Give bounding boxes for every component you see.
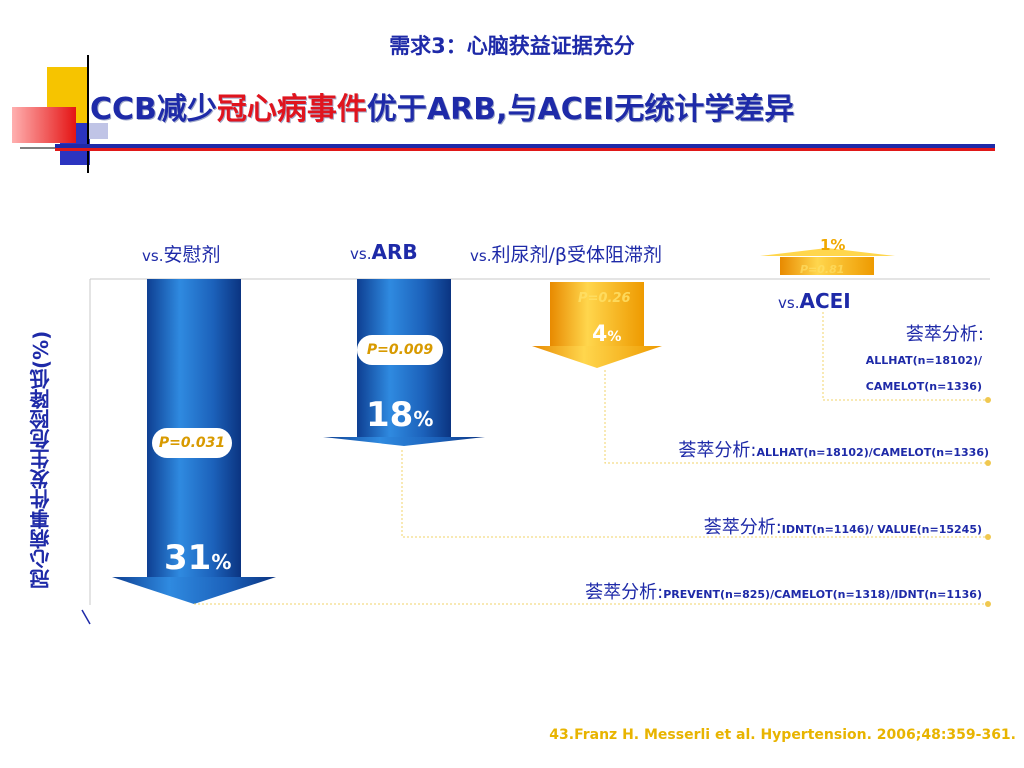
p-value-arb: P=0.009 — [357, 335, 443, 365]
value-label-arb: 18% — [366, 395, 434, 435]
axis-tick-mark — [81, 609, 91, 625]
bar-diuretic — [532, 282, 662, 368]
bar-acei — [760, 248, 895, 275]
meta-studies-acei-2: CAMELOT(n=1336) — [865, 380, 982, 393]
slide-subtitle: 需求3：心脑获益证据充分 — [389, 34, 635, 58]
meta-label-placebo: 荟萃分析:PREVENT(n=825)/CAMELOT(n=1318)/IDNT… — [585, 582, 982, 603]
value-label-placebo: 31% — [164, 538, 232, 578]
category-label-diuretic: vs.利尿剂/β受体阻滞剂 — [470, 244, 662, 266]
leader-dot-placebo — [985, 601, 991, 607]
title-rule-blue — [55, 144, 995, 148]
p-value-diuretic: P=0.26 — [578, 291, 631, 306]
meta-label-diuretic: 荟萃分析:ALLHAT(n=18102)/CAMELOT(n=1336) — [678, 440, 989, 461]
value-label-diuretic: 4% — [592, 322, 622, 347]
leader-dot-diuretic — [985, 460, 991, 466]
category-label-placebo: vs.安慰剂 — [142, 244, 221, 266]
leader-dot-arb — [985, 534, 991, 540]
leader-acei — [822, 312, 990, 401]
p-value-placebo: P=0.031 — [152, 428, 232, 458]
p-value-acei: P=0.81 — [800, 263, 845, 276]
leader-dot-acei — [985, 397, 991, 403]
value-label-acei: 1% — [820, 236, 846, 254]
category-label-acei: vs.ACEI — [778, 289, 851, 313]
category-label-arb: vs.ARB — [350, 240, 418, 264]
title-rule-red — [55, 148, 995, 151]
leader-arb — [401, 450, 990, 538]
reference-citation: 43.Franz H. Messerli et al. Hypertension… — [549, 727, 1016, 743]
leader-diuretic — [604, 370, 990, 464]
meta-studies-acei-1: ALLHAT(n=18102)/ — [865, 354, 982, 367]
meta-label-arb: 荟萃分析:IDNT(n=1146)/ VALUE(n=15245) — [703, 517, 982, 538]
slide-title: CCB减少冠心病事件优于ARB,与ACEI无统计学差异 — [90, 92, 795, 127]
meta-label-acei: 荟萃分析: — [905, 324, 984, 345]
